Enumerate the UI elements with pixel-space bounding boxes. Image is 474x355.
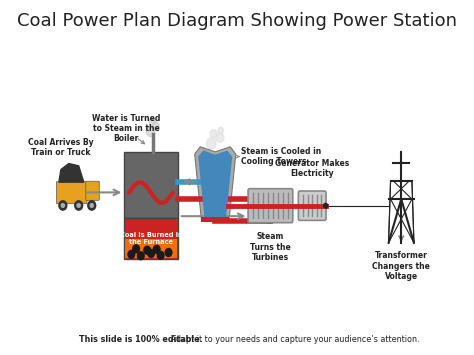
- Circle shape: [148, 250, 155, 257]
- FancyBboxPatch shape: [56, 182, 87, 203]
- Text: Transformer
Changers the
Voltage: Transformer Changers the Voltage: [372, 251, 430, 281]
- FancyBboxPatch shape: [298, 191, 326, 220]
- Circle shape: [210, 130, 217, 138]
- Circle shape: [128, 250, 135, 258]
- Circle shape: [157, 251, 164, 259]
- Text: Adapt it to your needs and capture your audience’s attention.: Adapt it to your needs and capture your …: [168, 335, 419, 344]
- Text: Steam
Turns the
Turbines: Steam Turns the Turbines: [250, 233, 291, 262]
- Circle shape: [144, 246, 151, 254]
- Polygon shape: [195, 147, 236, 219]
- FancyBboxPatch shape: [124, 152, 178, 218]
- Text: Steam is Cooled in
Cooling Towers: Steam is Cooled in Cooling Towers: [241, 147, 321, 166]
- Circle shape: [75, 201, 82, 210]
- Circle shape: [88, 201, 96, 210]
- FancyBboxPatch shape: [201, 217, 229, 222]
- Circle shape: [152, 122, 159, 130]
- FancyBboxPatch shape: [125, 239, 177, 258]
- Circle shape: [133, 245, 139, 253]
- Circle shape: [153, 245, 160, 253]
- Circle shape: [77, 203, 80, 207]
- Text: Generator Makes
Electricity: Generator Makes Electricity: [275, 159, 349, 178]
- Text: Water is Turned
to Steam in the
Boiler: Water is Turned to Steam in the Boiler: [92, 114, 161, 143]
- FancyBboxPatch shape: [124, 218, 178, 259]
- Text: Coal Power Plan Diagram Showing Power Station: Coal Power Plan Diagram Showing Power St…: [17, 12, 457, 31]
- FancyBboxPatch shape: [86, 181, 99, 200]
- FancyBboxPatch shape: [248, 189, 293, 223]
- Circle shape: [146, 126, 155, 137]
- Polygon shape: [59, 164, 84, 182]
- Circle shape: [61, 203, 64, 207]
- Text: Coal is Burned in
the Furnace: Coal is Burned in the Furnace: [119, 232, 182, 245]
- Circle shape: [90, 203, 93, 207]
- Text: Coal Arrives By
Train or Truck: Coal Arrives By Train or Truck: [28, 138, 94, 158]
- Circle shape: [218, 127, 224, 134]
- Circle shape: [137, 252, 144, 260]
- Circle shape: [149, 118, 155, 125]
- Text: This slide is 100% editable.: This slide is 100% editable.: [79, 335, 202, 344]
- Circle shape: [324, 203, 328, 208]
- Circle shape: [59, 201, 67, 210]
- Circle shape: [207, 138, 216, 149]
- Circle shape: [216, 133, 224, 143]
- Circle shape: [165, 248, 172, 256]
- Polygon shape: [198, 151, 232, 218]
